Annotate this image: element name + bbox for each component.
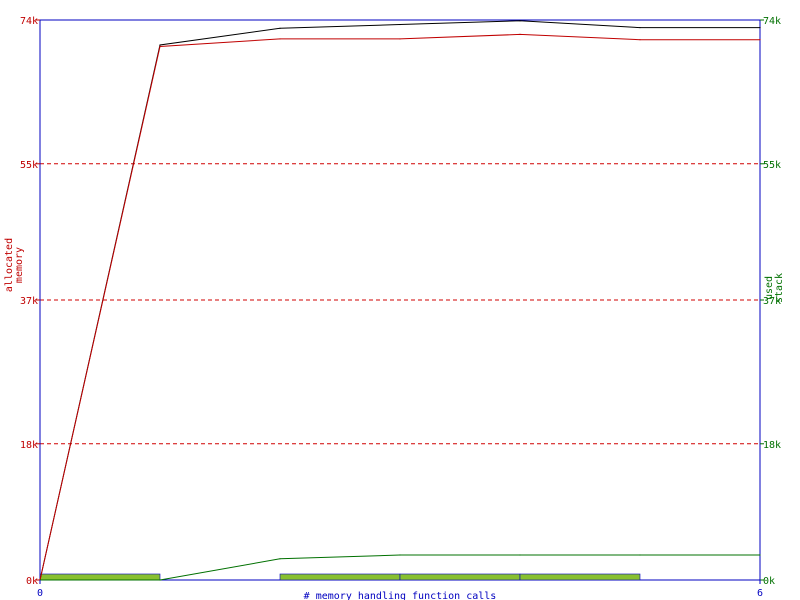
left-axis-label: allocatedmemory <box>4 238 25 292</box>
series-point-allocated-4 <box>519 33 521 35</box>
right-tick-label-18k: 18k <box>763 440 781 451</box>
series-point-stack-5 <box>639 554 641 556</box>
series-point-allocated-1 <box>159 45 161 48</box>
series-line-allocated <box>39 33 760 581</box>
right-axis-label: usedstack <box>764 273 785 303</box>
labels-layer: allocatedmemory usedstack # memory handlin… <box>4 238 785 600</box>
series-point-allocated-5 <box>639 39 641 41</box>
left-axis-label-line-1: memory <box>14 247 25 283</box>
right-tick-label-74k: 74k <box>763 16 781 27</box>
series-point-allocated-3 <box>399 38 401 40</box>
series-point-total-6 <box>759 26 761 29</box>
right-tick-label-55k: 55k <box>763 160 781 171</box>
bars-layer <box>39 573 641 581</box>
series-point-stack-2 <box>279 558 281 560</box>
series-point-total-1 <box>159 44 161 46</box>
series-point-total-4 <box>519 20 521 22</box>
call-bar-3 <box>519 573 641 581</box>
x-tick-label-0: 0 <box>37 588 43 599</box>
left-tick-label-0k: 0k <box>26 576 38 587</box>
series-point-allocated-2 <box>279 38 281 40</box>
call-bar-2 <box>399 573 521 581</box>
grid-layer <box>40 163 760 445</box>
series-point-allocated-6 <box>759 39 761 41</box>
right-axis-label-line-1: stack <box>774 273 785 303</box>
call-bar-1 <box>279 573 401 581</box>
series-point-stack-6 <box>759 554 761 556</box>
series-point-stack-1 <box>159 579 161 581</box>
x-axis-label: # memory handling function calls <box>304 591 497 600</box>
x-tick-label-6: 6 <box>757 588 763 599</box>
series-point-total-2 <box>279 27 281 29</box>
left-tick-label-74k: 74k <box>20 16 38 27</box>
left-tick-label-18k: 18k <box>20 440 38 451</box>
series-point-stack-3 <box>399 554 401 556</box>
series-point-total-5 <box>639 26 641 29</box>
ticks-layer: 0k 0k 18k 18k 37k 37k 55k 55k 74k 74k 0 6 <box>20 16 781 599</box>
series-point-stack-4 <box>519 554 521 556</box>
left-tick-label-55k: 55k <box>20 160 38 171</box>
right-tick-label-37k: 37k <box>763 296 781 307</box>
right-axis-label-line-0: used <box>764 276 775 300</box>
left-tick-label-37k: 37k <box>20 296 38 307</box>
series-layer <box>39 20 761 581</box>
series-point-total-3 <box>399 23 401 26</box>
left-axis-label-line-0: allocated <box>4 238 15 292</box>
right-tick-label-0k: 0k <box>763 576 775 587</box>
call-bar-0 <box>39 573 161 581</box>
